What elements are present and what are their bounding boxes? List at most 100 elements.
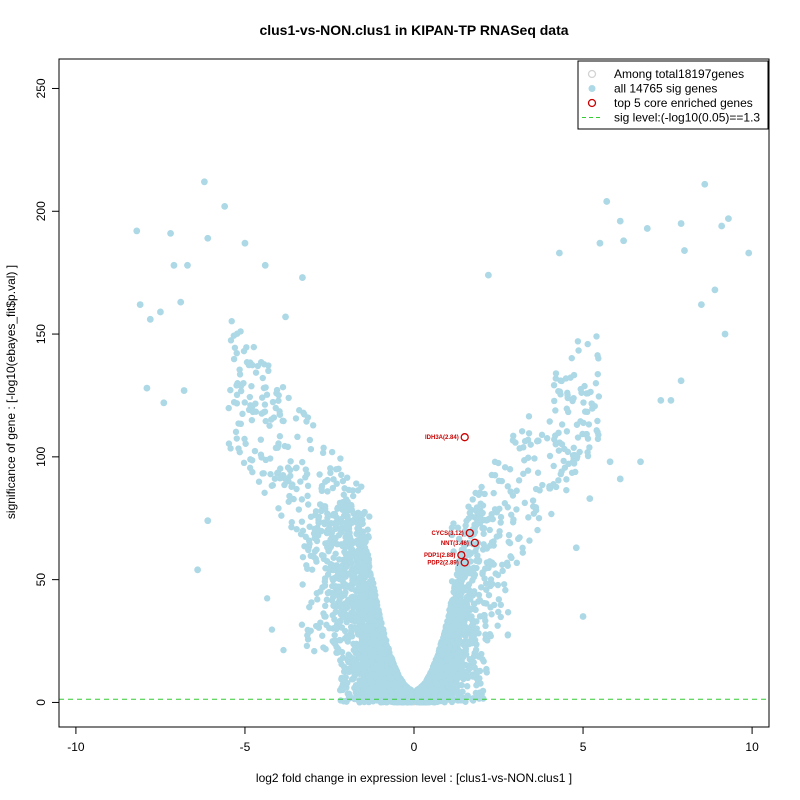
sig-point	[342, 581, 349, 588]
sig-point	[434, 664, 441, 671]
sig-point	[460, 641, 467, 648]
sig-point	[364, 526, 371, 533]
sig-point	[593, 333, 600, 340]
sig-point	[267, 455, 274, 462]
sig-point	[233, 400, 241, 407]
sig-point	[310, 553, 318, 561]
sig-point	[445, 644, 452, 651]
sig-point	[354, 520, 362, 527]
sig-point	[386, 674, 393, 681]
sig-point	[570, 394, 577, 402]
sig-point	[329, 582, 336, 590]
sig-point	[557, 470, 564, 478]
sig-point-extreme	[157, 308, 164, 316]
sig-point	[240, 459, 248, 467]
sig-point	[396, 689, 404, 697]
sig-point	[303, 470, 311, 478]
sig-point	[255, 478, 263, 485]
sig-point	[251, 447, 259, 455]
sig-point	[497, 601, 505, 609]
legend-box	[577, 60, 769, 130]
sig-point	[347, 570, 354, 578]
highlighted-gene-label: PDP2(2.89)	[427, 560, 458, 566]
sig-point	[227, 337, 235, 344]
legend-label: top 5 core enriched genes	[614, 96, 753, 110]
sig-point	[364, 585, 371, 593]
sig-point	[565, 460, 572, 468]
sig-point	[584, 340, 591, 348]
sig-point	[464, 610, 471, 617]
sig-point	[366, 513, 373, 520]
sig-point-extreme	[586, 495, 594, 503]
sig-point	[543, 435, 551, 442]
sig-point	[261, 489, 268, 496]
sig-point	[555, 388, 562, 395]
sig-point	[465, 515, 472, 522]
sig-point	[504, 631, 512, 638]
sig-point	[311, 534, 318, 542]
sig-point	[306, 540, 313, 548]
sig-point	[374, 638, 381, 645]
sig-point	[320, 519, 328, 526]
sig-point	[359, 611, 366, 618]
sig-point-extreme	[606, 458, 614, 466]
sig-point	[571, 451, 578, 459]
sig-point	[259, 470, 266, 477]
sig-point	[330, 510, 337, 518]
sig-point-extreme	[579, 613, 587, 620]
sig-point	[327, 469, 334, 477]
sig-point	[469, 605, 477, 612]
sig-point	[499, 567, 506, 575]
sig-point	[329, 561, 336, 569]
sig-point	[268, 626, 276, 633]
sig-point	[236, 371, 244, 378]
sig-point	[457, 594, 464, 601]
sig-point	[330, 602, 337, 609]
sig-point	[331, 631, 338, 639]
sig-point	[343, 563, 350, 570]
sig-point	[237, 387, 245, 395]
sig-point	[435, 696, 443, 704]
sig-point	[440, 632, 448, 639]
sig-point	[228, 318, 235, 325]
sig-point	[285, 394, 292, 402]
sig-point	[287, 458, 294, 465]
sig-point	[343, 474, 351, 481]
sig-point	[337, 455, 344, 462]
sig-point	[486, 526, 493, 534]
sig-point-extreme	[718, 222, 726, 230]
sig-point	[515, 535, 522, 543]
sig-point	[345, 693, 353, 700]
y-tick-label: 200	[34, 201, 48, 221]
sig-point	[382, 637, 389, 644]
sig-point	[479, 502, 487, 509]
sig-point-extreme	[677, 377, 685, 385]
sig-point	[298, 621, 306, 628]
sig-point	[351, 695, 358, 703]
sig-point	[341, 627, 349, 635]
sig-point	[377, 625, 385, 633]
sig-point	[555, 477, 562, 484]
sig-point	[257, 436, 265, 443]
sig-point	[479, 656, 486, 663]
y-tick-label: 0	[34, 699, 48, 706]
sig-point	[468, 634, 476, 641]
sig-point	[589, 405, 596, 412]
sig-point	[333, 643, 340, 651]
sig-point	[323, 621, 330, 629]
sig-point	[309, 422, 317, 429]
sig-point	[487, 542, 494, 549]
sig-point	[534, 469, 542, 476]
sig-point	[507, 488, 514, 495]
sig-point	[332, 624, 339, 631]
sig-point	[527, 441, 534, 448]
sig-point	[513, 506, 520, 513]
sig-point	[347, 501, 355, 509]
sig-point	[586, 444, 593, 451]
sig-point	[518, 428, 526, 435]
sig-point	[583, 430, 590, 438]
sig-point	[338, 612, 346, 619]
sig-point	[304, 492, 311, 500]
sig-point	[445, 624, 452, 632]
sig-point	[320, 444, 327, 452]
